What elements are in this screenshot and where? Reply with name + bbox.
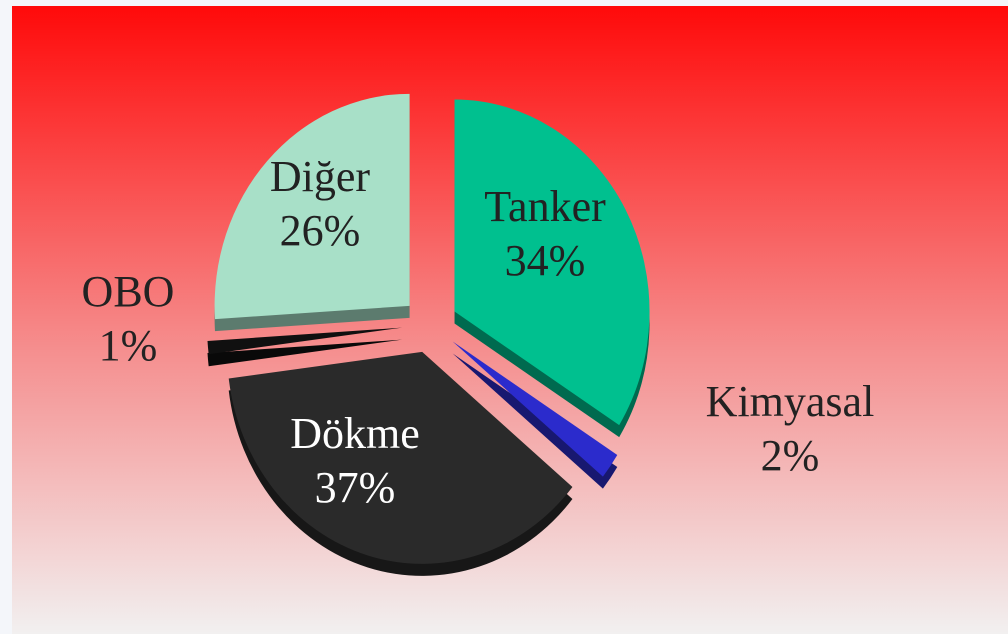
slice-value-label: 2% <box>761 431 820 480</box>
pie <box>207 93 650 576</box>
slice-value-label: 34% <box>505 236 586 285</box>
slice-label: OBO <box>82 267 175 316</box>
slice-value-label: 1% <box>99 321 158 370</box>
slice <box>454 99 650 426</box>
slice-label: Tanker <box>484 182 606 231</box>
slice-label: Dökme <box>290 409 420 458</box>
slice <box>207 327 403 355</box>
slice-value-label: 37% <box>315 463 396 512</box>
slice-label: Diğer <box>270 152 371 201</box>
slice-depth <box>207 339 403 367</box>
slice <box>214 93 410 320</box>
slice-label: Kimyasal <box>706 377 875 426</box>
slice <box>452 341 618 477</box>
slice-depth <box>452 353 618 489</box>
slice <box>228 351 573 564</box>
slice-value-label: 26% <box>280 206 361 255</box>
